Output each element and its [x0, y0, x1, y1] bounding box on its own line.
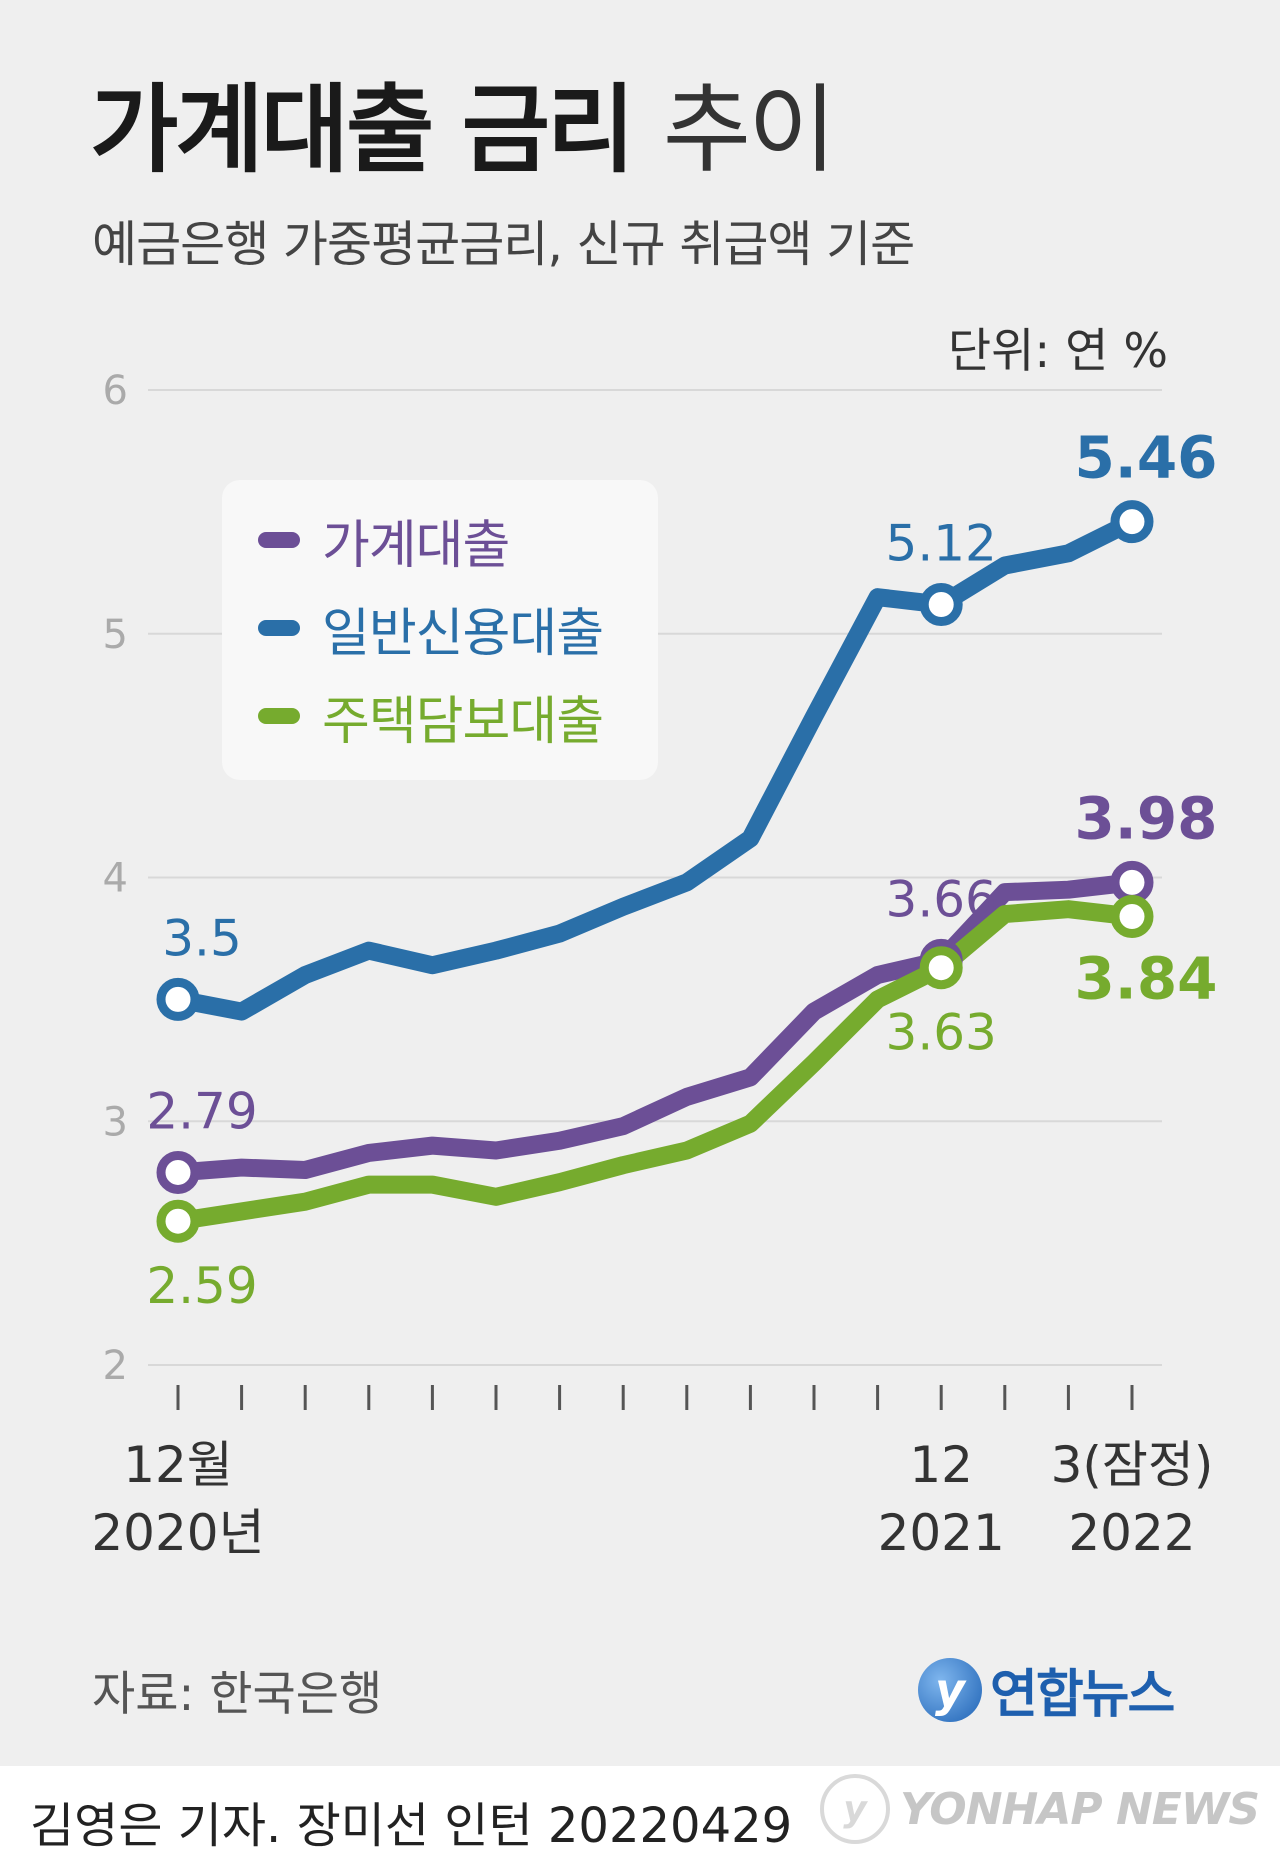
- x-tick-label: 12: [909, 1436, 973, 1494]
- data-label: 5.46: [1074, 424, 1217, 492]
- data-point-marker: [156, 977, 200, 1021]
- yonhap-logo-text: 연합뉴스: [990, 1665, 1175, 1725]
- legend-swatch-household: [258, 532, 300, 548]
- data-label: 3.98: [1074, 784, 1217, 852]
- title-bold: 가계대출 금리: [90, 74, 635, 186]
- x-tick-label: 2020년: [91, 1504, 264, 1562]
- legend-label-mortgage: 주택담보대출: [322, 691, 604, 752]
- legend-label-household: 가계대출: [322, 515, 510, 576]
- legend-label-credit: 일반신용대출: [322, 603, 604, 664]
- yonhap-logo: y 연합뉴스: [918, 1652, 1175, 1727]
- data-point-marker: [1110, 860, 1154, 904]
- data-label: 3.84: [1074, 945, 1217, 1013]
- chart-subtitle: 예금은행 가중평균금리, 신규 취급액 기준: [92, 216, 915, 273]
- watermark-logo-icon: y: [820, 1774, 890, 1844]
- y-tick-label: 6: [103, 368, 128, 414]
- x-tick-label: 2022: [1068, 1504, 1195, 1562]
- data-label: 5.12: [886, 515, 997, 573]
- credit-line: 김영은 기자. 장미선 인턴 20220429: [30, 1798, 793, 1854]
- legend-swatch-mortgage: [258, 708, 300, 724]
- data-point-marker: [156, 1199, 200, 1243]
- watermark-text: YONHAP NEWS: [900, 1783, 1260, 1835]
- series-line-2: [169, 900, 1141, 1231]
- data-label: 3.66: [886, 870, 997, 928]
- data-point-marker: [919, 946, 963, 990]
- y-tick-label: 4: [103, 856, 128, 902]
- data-label: 3.5: [162, 909, 242, 967]
- legend-item-mortgage: 주택담보대출: [258, 681, 604, 752]
- data-label: 2.79: [146, 1082, 257, 1140]
- data-point-marker: [1110, 500, 1154, 544]
- y-tick-label: 2: [103, 1343, 128, 1389]
- unit-label: 단위: 연 %: [947, 324, 1168, 379]
- legend-swatch-credit: [258, 620, 300, 636]
- chart-title: 가계대출 금리 추이: [90, 52, 837, 191]
- footer-bar: 김영은 기자. 장미선 인턴 20220429 y YONHAP NEWS: [0, 1766, 1280, 1871]
- data-point-marker: [919, 583, 963, 626]
- x-tick-label: 2021: [878, 1504, 1005, 1562]
- y-tick-label: 5: [103, 612, 128, 658]
- legend-item-credit: 일반신용대출: [258, 593, 604, 664]
- series-line-1: [169, 873, 1141, 1182]
- data-label: 3.63: [886, 1004, 997, 1062]
- data-label: 2.59: [146, 1257, 257, 1315]
- watermark: y YONHAP NEWS: [820, 1774, 1260, 1844]
- title-light: 추이: [662, 74, 837, 186]
- x-tick-label: 12월: [123, 1436, 233, 1494]
- line-chart: 2 3 4 5 6 12월 2020년 12 2021 3(잠정) 2022 3.5 5.12 5.46 2…: [91, 368, 1217, 1562]
- source-note: 자료: 한국은행: [92, 1667, 383, 1722]
- legend: 가계대출 일반신용대출 주택담보대출: [222, 480, 658, 780]
- data-point-marker: [1110, 895, 1154, 938]
- data-point-marker: [156, 1150, 200, 1194]
- x-tick-label: 3(잠정): [1051, 1436, 1214, 1494]
- y-tick-label: 3: [103, 1099, 128, 1145]
- legend-item-household: 가계대출: [258, 505, 510, 576]
- yonhap-logo-icon: y: [918, 1657, 982, 1722]
- series-line-0: [169, 512, 1141, 1021]
